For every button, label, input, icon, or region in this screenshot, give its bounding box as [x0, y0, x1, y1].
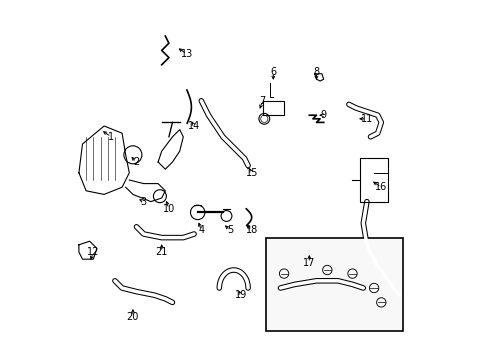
Text: 3: 3 — [141, 197, 146, 207]
Bar — [265, 238, 402, 331]
Text: 10: 10 — [163, 204, 175, 214]
Text: 8: 8 — [313, 67, 319, 77]
Text: 12: 12 — [87, 247, 99, 257]
Text: 13: 13 — [181, 49, 193, 59]
Text: 6: 6 — [270, 67, 276, 77]
Text: 18: 18 — [245, 225, 257, 235]
Bar — [262, 101, 284, 115]
Text: 17: 17 — [303, 258, 315, 268]
Text: 21: 21 — [155, 247, 167, 257]
Text: 15: 15 — [245, 168, 257, 178]
Text: 20: 20 — [126, 312, 139, 322]
Text: 11: 11 — [360, 114, 372, 124]
Text: 5: 5 — [226, 225, 233, 235]
Text: 1: 1 — [108, 132, 114, 142]
Text: 9: 9 — [320, 110, 326, 120]
Text: 4: 4 — [198, 225, 204, 235]
Text: 14: 14 — [187, 121, 200, 131]
Text: 7: 7 — [259, 96, 265, 106]
Text: 2: 2 — [133, 157, 140, 167]
Text: 16: 16 — [374, 182, 386, 192]
Text: 19: 19 — [234, 290, 246, 300]
Bar — [359, 158, 387, 202]
